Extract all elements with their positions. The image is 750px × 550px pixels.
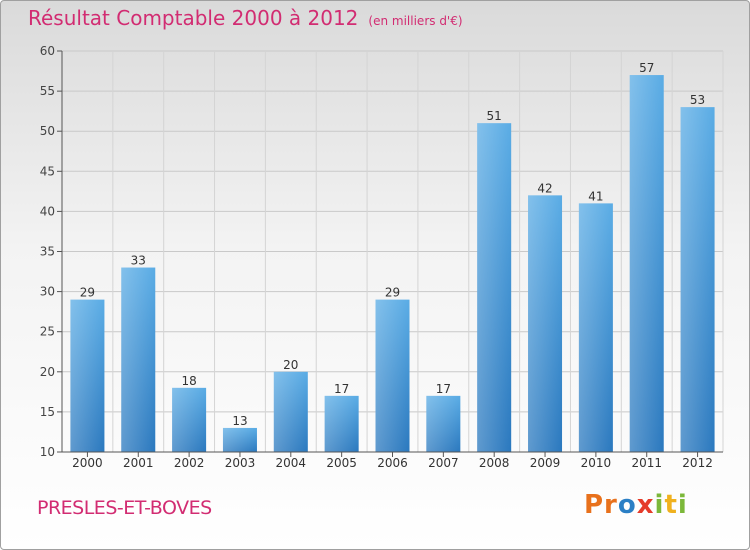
bar-highlight (629, 75, 664, 452)
data-label: 51 (487, 109, 502, 123)
y-tick-label: 35 (40, 245, 55, 259)
bar-highlight (222, 427, 257, 452)
logo-part: i (654, 490, 665, 520)
logo-part: Pr (584, 490, 618, 520)
bar-highlight (426, 395, 461, 452)
data-label: 53 (690, 93, 705, 107)
bar-highlight (172, 387, 207, 452)
data-label: 42 (537, 181, 552, 195)
x-tick-label: 2006 (377, 456, 408, 470)
logo-part: x (636, 490, 655, 520)
bar-highlight (121, 267, 156, 452)
title-text: Résultat Comptable 2000 à 2012 (28, 6, 359, 30)
bar-highlight (70, 299, 105, 452)
y-tick-label: 10 (40, 445, 55, 459)
subtitle-text: (en milliers d'€) (368, 14, 463, 28)
data-label: 18 (181, 374, 196, 388)
data-label: 29 (80, 286, 95, 300)
data-label: 20 (283, 358, 298, 372)
data-label: 41 (588, 189, 603, 203)
bar-highlight (680, 107, 715, 452)
x-tick-label: 2005 (326, 456, 357, 470)
data-label: 13 (232, 414, 247, 428)
logo-part: o (617, 490, 637, 520)
y-tick-label: 25 (40, 325, 55, 339)
data-label: 17 (436, 382, 451, 396)
commune-name: PRESLES-ET-BOVES (37, 497, 212, 519)
x-tick-label: 2007 (428, 456, 459, 470)
y-tick-label: 55 (40, 84, 55, 98)
bar-highlight (477, 123, 512, 453)
bar-highlight (273, 371, 308, 452)
x-tick-label: 2004 (276, 456, 307, 470)
data-label: 29 (385, 286, 400, 300)
y-tick-label: 20 (40, 365, 55, 379)
y-tick-label: 45 (40, 164, 55, 178)
x-tick-label: 2001 (123, 456, 154, 470)
x-tick-label: 2008 (479, 456, 510, 470)
x-tick-label: 2003 (225, 456, 256, 470)
proxiti-logo: Proxiti (584, 490, 688, 520)
bar-highlight (324, 395, 359, 452)
x-tick-label: 2012 (682, 456, 713, 470)
x-tick-label: 2000 (72, 456, 103, 470)
y-tick-label: 15 (40, 405, 55, 419)
x-tick-label: 2002 (174, 456, 205, 470)
bar-highlight (578, 203, 613, 452)
chart-title: Résultat Comptable 2000 à 2012 (en millie… (28, 6, 463, 30)
y-tick-label: 50 (40, 124, 55, 138)
y-tick-label: 60 (40, 44, 55, 58)
logo-part: t (664, 490, 678, 520)
x-tick-label: 2010 (581, 456, 612, 470)
data-label: 33 (131, 254, 146, 268)
x-tick-label: 2011 (631, 456, 662, 470)
data-label: 57 (639, 61, 654, 75)
data-label: 17 (334, 382, 349, 396)
bar-highlight (528, 195, 563, 453)
logo-part: i (677, 490, 688, 520)
bar-highlight (375, 299, 410, 452)
y-tick-label: 30 (40, 285, 55, 299)
x-tick-label: 2009 (530, 456, 561, 470)
y-tick-label: 40 (40, 204, 55, 218)
